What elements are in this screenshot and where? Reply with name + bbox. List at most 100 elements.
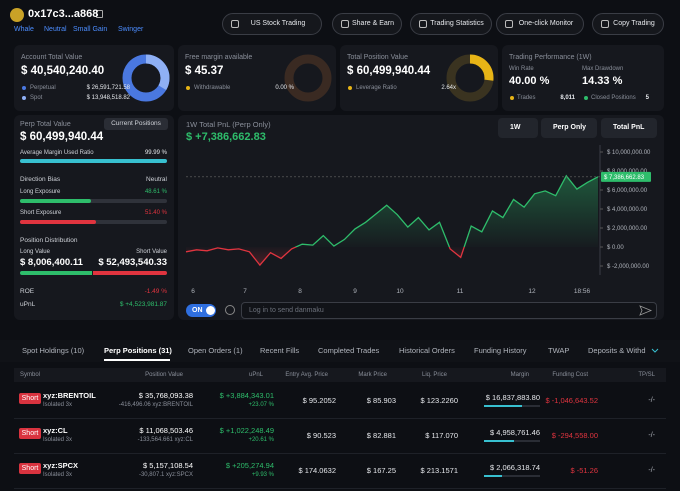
margin-mode: Isolated 3x — [43, 402, 73, 408]
stat-value: 40.00 % — [509, 75, 550, 87]
symbol[interactable]: xyz:SPCX — [43, 461, 79, 470]
button-icon — [419, 20, 427, 28]
row-value: 2.64x — [441, 85, 456, 91]
tab[interactable]: Completed Trades — [318, 346, 380, 355]
label: uPnL — [20, 301, 36, 308]
header-button-label[interactable]: One-click Monitor — [518, 20, 574, 27]
side: Short — [21, 465, 39, 472]
dropdown[interactable] — [541, 118, 597, 138]
tab[interactable]: Perp Positions (31) — [104, 346, 172, 355]
margin: $ 2,066,318.74 — [489, 463, 540, 472]
position-size: -30,807.1 xyz:SPCX — [138, 472, 193, 478]
tab[interactable]: TWAP — [548, 346, 570, 355]
chart-title: 1W Total PnL (Perp Only) — [186, 120, 271, 129]
header-button[interactable] — [592, 13, 664, 35]
legend-dot — [22, 86, 26, 90]
tab[interactable]: Deposits & Withd — [588, 346, 646, 355]
value: $ 52,493,540.33 — [98, 257, 167, 268]
tag: Swinger — [118, 26, 144, 33]
danmaku-icon — [225, 305, 235, 315]
side: Short — [21, 395, 39, 402]
bar — [93, 271, 167, 275]
bar-track — [20, 199, 167, 203]
toggle-label[interactable]: ON — [192, 307, 203, 314]
symbol[interactable]: xyz:BRENTOIL — [43, 391, 96, 400]
upnl: $ +3,884,343.01 — [219, 391, 274, 400]
position-size: -133,564.661 xyz:CL — [137, 437, 193, 443]
header-button-label[interactable]: US Stock Trading — [250, 20, 306, 27]
tab[interactable]: Historical Orders — [399, 346, 455, 355]
label: ROE — [20, 288, 35, 295]
header-button-label[interactable]: Trading Statistics — [430, 20, 484, 27]
label: Direction Bias — [20, 176, 61, 183]
value: 99.99 % — [144, 150, 167, 156]
header-button-label[interactable]: Copy Trading — [613, 20, 655, 27]
dropdown-label[interactable]: 1W — [510, 124, 521, 131]
liq-price: $ 213.1571 — [420, 466, 458, 475]
legend-dot — [584, 96, 588, 100]
side-badge — [19, 463, 41, 474]
danmaku-input[interactable] — [241, 302, 657, 319]
table-header — [14, 368, 666, 382]
margin: $ 4,958,761.46 — [489, 428, 540, 437]
button-icon — [341, 20, 349, 28]
upnl-pct: +9.93 % — [251, 472, 274, 478]
tab[interactable]: Recent Fills — [260, 346, 300, 355]
row-separator — [14, 453, 666, 454]
label: Long Exposure — [20, 189, 61, 195]
row-separator — [14, 418, 666, 419]
header-button[interactable] — [410, 13, 492, 35]
tag: Neutral — [44, 26, 67, 33]
badge — [104, 118, 168, 130]
position-size: -416,496.06 xyz:BRENTOIL — [118, 402, 193, 408]
button-icon — [601, 20, 609, 28]
label: Short Exposure — [20, 210, 62, 216]
mark-price: $ 85.903 — [366, 396, 396, 405]
copy-icon[interactable] — [96, 10, 103, 18]
mark-price: $ 82.881 — [366, 431, 396, 440]
column-header: Funding Cost — [552, 372, 588, 378]
column-header: Liq. Price — [421, 372, 447, 378]
header-button[interactable] — [222, 13, 322, 35]
position-value: $ 5,157,108.54 — [142, 461, 193, 470]
column-header: Mark Price — [358, 372, 387, 378]
header-button-label[interactable]: Share & Earn — [351, 20, 395, 27]
value: 51.40 % — [144, 210, 167, 216]
symbol[interactable]: xyz:CL — [43, 426, 68, 435]
row-value: $ 13,948,518.82 — [86, 95, 130, 101]
row-label: Perpetual — [30, 85, 56, 91]
stat-label: Trades — [517, 95, 536, 101]
dropdown-label[interactable]: Perp Only — [553, 124, 587, 131]
entry-price: $ 90.523 — [306, 431, 336, 440]
dropdown-label[interactable]: Total PnL — [613, 124, 645, 131]
card-value: $ 60,499,940.44 — [347, 65, 431, 77]
value: $ +4,523,981.87 — [119, 301, 167, 308]
tab[interactable]: Spot Holdings (10) — [22, 346, 85, 355]
row-label: Spot — [30, 95, 43, 101]
entry-price: $ 174.0632 — [298, 466, 336, 475]
tab[interactable]: Open Orders (1) — [188, 346, 243, 355]
row-value: $ 26,591,721.58 — [86, 85, 130, 91]
label: Average Margin Used Ratio — [20, 150, 94, 156]
column-header: uPnL — [248, 372, 263, 378]
value: $ 8,006,400.11 — [20, 257, 83, 268]
bar — [20, 220, 96, 224]
stat-value: 14.33 % — [582, 75, 623, 87]
margin-bar — [484, 475, 502, 477]
stat-label: Closed Positions — [591, 95, 636, 101]
stat-value: 8,011 — [560, 95, 575, 101]
margin-bar — [484, 405, 522, 407]
header-button[interactable] — [496, 13, 584, 35]
header-button[interactable] — [332, 13, 402, 35]
row-value: 0.00 % — [275, 85, 294, 91]
legend-dot — [186, 86, 190, 90]
value: Neutral — [146, 176, 167, 183]
dropdown[interactable] — [601, 118, 657, 138]
dropdown[interactable] — [498, 118, 538, 138]
margin-mode: Isolated 3x — [43, 472, 73, 478]
tab[interactable]: Funding History — [474, 346, 527, 355]
row-separator — [14, 488, 666, 489]
stat-value: 5 — [645, 95, 649, 101]
legend-dot — [348, 86, 352, 90]
